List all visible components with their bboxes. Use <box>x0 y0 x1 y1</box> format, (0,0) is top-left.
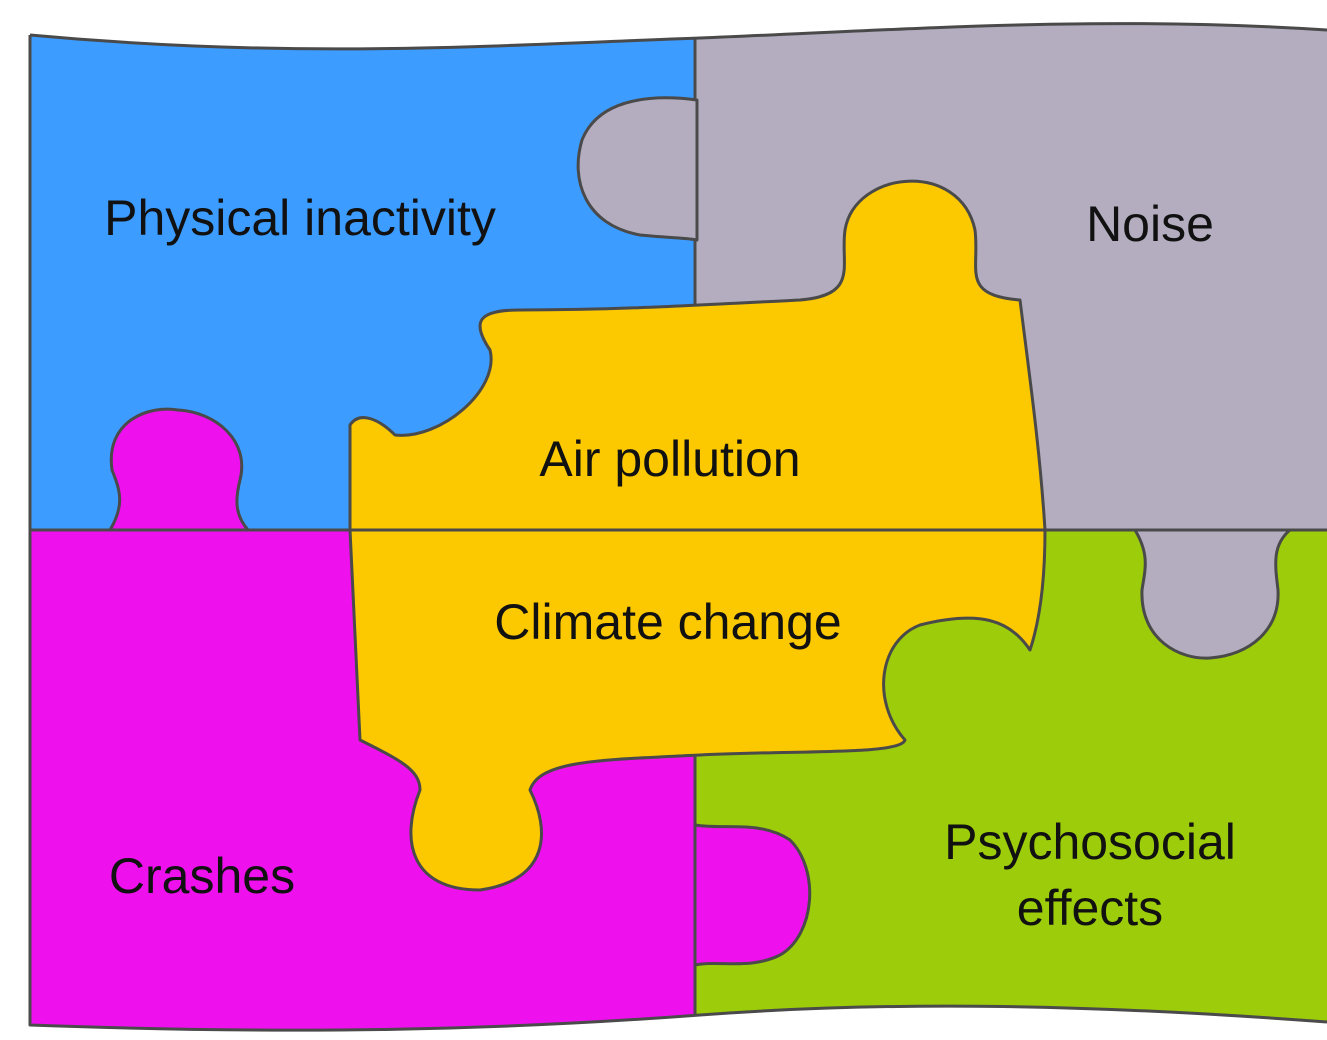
label: Air pollution <box>539 431 800 487</box>
puzzle-diagram: Physical inactivity Noise Air pollution … <box>0 0 1327 1040</box>
magenta-knob-right <box>695 825 810 965</box>
label: Psychosocial <box>944 814 1236 870</box>
label: Physical inactivity <box>104 190 496 246</box>
label: Climate change <box>494 594 841 650</box>
label: Crashes <box>109 848 295 904</box>
label: Noise <box>1086 196 1214 252</box>
label: effects <box>1017 880 1163 936</box>
